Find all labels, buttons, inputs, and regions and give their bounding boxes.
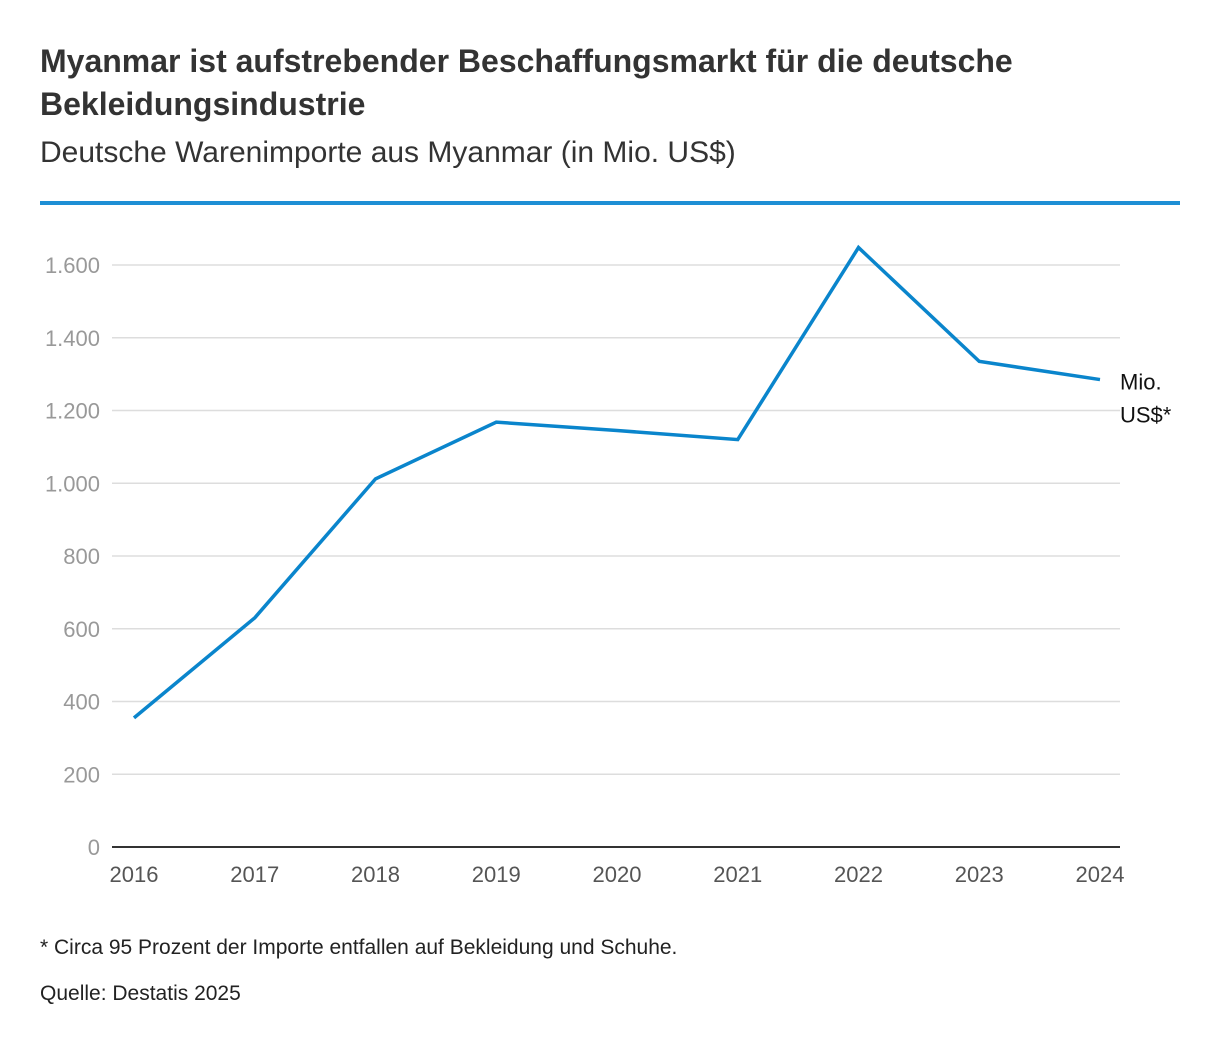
x-tick-label: 2019: [472, 862, 521, 887]
series-end-label-line: US$*: [1120, 403, 1172, 428]
y-tick-label: 0: [88, 835, 100, 860]
x-tick-label: 2020: [593, 862, 642, 887]
y-axis-ticks: 0 200 400 600 800 1.000 1.200 1.400 1.600: [45, 253, 100, 860]
x-axis-ticks: 2016 2017 2018 2019 2020 2021 2022 2023 2024: [110, 862, 1125, 887]
y-tick-label: 400: [63, 690, 100, 715]
y-tick-label: 800: [63, 544, 100, 569]
series-end-label-line: Mio.: [1120, 370, 1162, 395]
chart-subtitle: Deutsche Warenimporte aus Myanmar (in Mi…: [40, 136, 736, 169]
y-tick-label: 1.400: [45, 326, 100, 351]
data-points: [133, 247, 1101, 718]
footnote: * Circa 95 Prozent der Importe entfallen…: [40, 936, 678, 959]
y-tick-label: 1.600: [45, 253, 100, 278]
x-tick-label: 2017: [230, 862, 279, 887]
y-tick-label: 1.000: [45, 471, 100, 496]
x-tick-label: 2016: [110, 862, 159, 887]
x-tick-label: 2018: [351, 862, 400, 887]
series-end-label: Mio. US$*: [1120, 370, 1172, 428]
gridlines: [112, 264, 1120, 775]
x-tick-label: 2022: [834, 862, 883, 887]
y-tick-label: 200: [63, 762, 100, 787]
x-tick-label: 2023: [955, 862, 1004, 887]
chart-title: Myanmar ist aufstrebender Beschaffungsma…: [40, 43, 1013, 122]
source-note: Quelle: Destatis 2025: [40, 982, 241, 1005]
x-tick-label: 2024: [1076, 862, 1125, 887]
header-divider: [40, 201, 1180, 205]
x-tick-label: 2021: [713, 862, 762, 887]
y-tick-label: 600: [63, 617, 100, 642]
y-tick-label: 1.200: [45, 399, 100, 424]
